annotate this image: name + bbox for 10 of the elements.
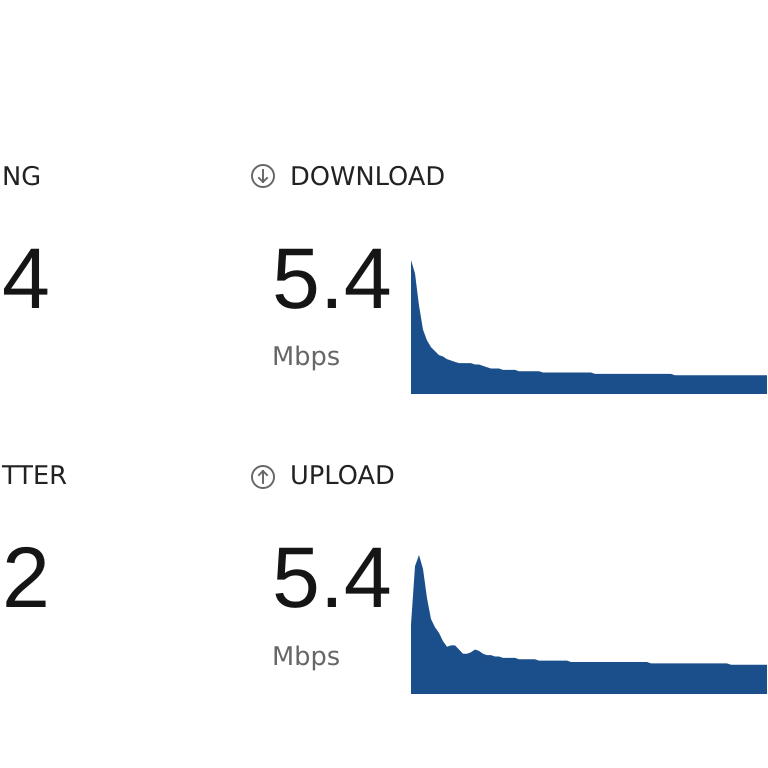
- text: 4: [4, 248, 48, 308]
- text: NG: [4, 166, 40, 186]
- text: 2: [6, 546, 46, 607]
- chart-title: UPLOAD: [292, 464, 394, 484]
- text: Mbps: [274, 345, 339, 370]
- text: 5.4: [275, 248, 390, 309]
- text: 5.4: [275, 548, 390, 608]
- text: TTER: [2, 465, 66, 484]
- chart-title: DOWNLOAD: [292, 166, 444, 186]
- text: Mbps: [274, 645, 339, 670]
